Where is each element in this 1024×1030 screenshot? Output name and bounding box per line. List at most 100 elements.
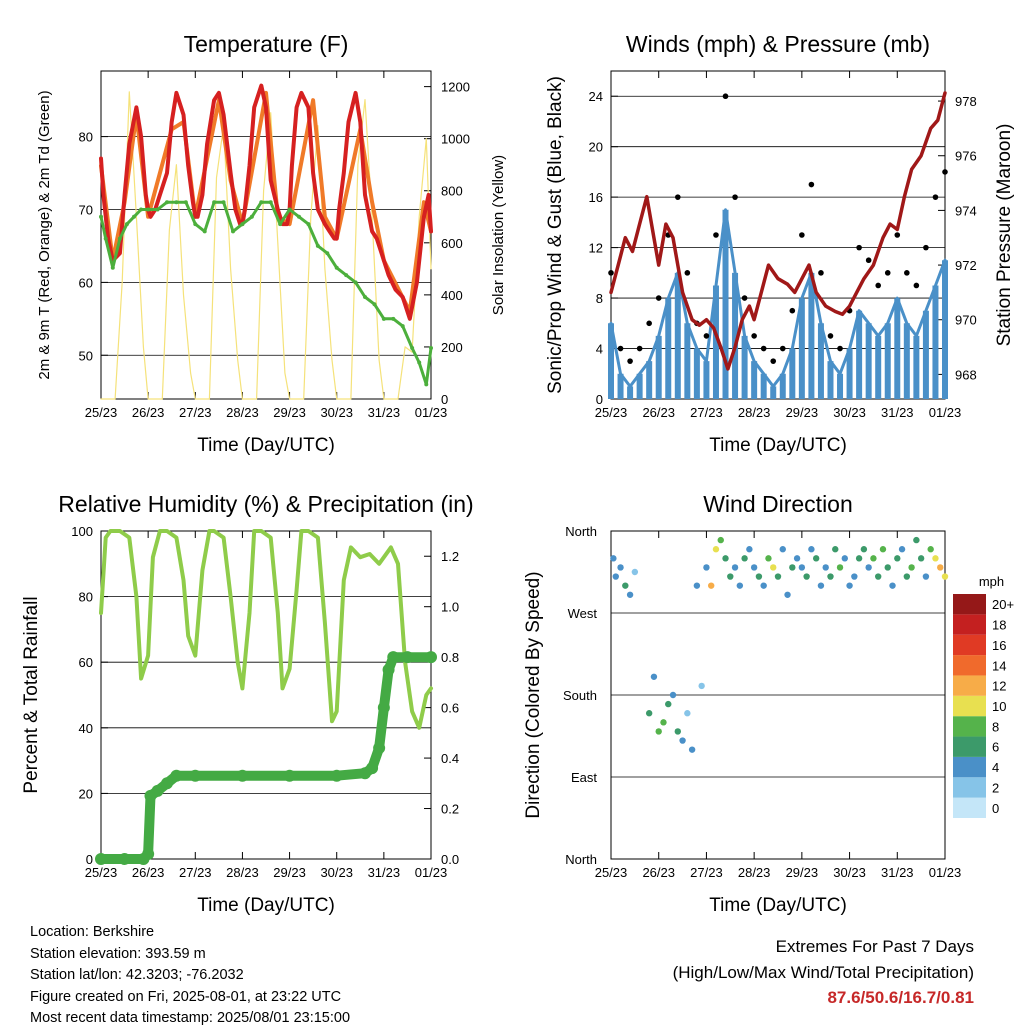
gust-point (655, 295, 662, 301)
direction-point (784, 591, 791, 598)
figure-created: Figure created on Fri, 2025-08-01, at 23… (30, 988, 342, 1005)
x-tick-label: 29/23 (273, 865, 306, 880)
t2m-line (99, 83, 433, 321)
direction-point (660, 719, 667, 726)
td2m-point (424, 382, 429, 387)
x-tick-label: 29/23 (786, 405, 819, 420)
td2m-point (353, 280, 358, 285)
colorbar-label: 0 (992, 801, 999, 816)
y-tick-label: South (563, 688, 597, 703)
colorbar-swatch (953, 777, 986, 798)
colorbar-label: 12 (992, 679, 1006, 694)
y2-tick-label: 200 (441, 340, 463, 355)
y2-tick-label: 968 (955, 367, 977, 382)
direction-point (846, 582, 853, 589)
x-axis-label: Time (Day/UTC) (709, 895, 847, 916)
precip-point (189, 769, 202, 782)
y2-tick-label: 976 (955, 149, 977, 164)
x-tick-label: 25/23 (85, 865, 118, 880)
station-elevation: Station elevation: 393.59 m (30, 945, 206, 962)
direction-point (617, 564, 624, 571)
precip-point (118, 853, 131, 865)
direction-point (674, 728, 681, 735)
data-timestamp: Most recent data timestamp: 2025/08/01 2… (30, 1010, 351, 1026)
y2-tick-label: 0.2 (441, 802, 459, 817)
x-tick-label: 01/23 (929, 865, 962, 880)
pressure-line (609, 91, 947, 371)
direction-point (669, 691, 677, 699)
extremes-values: 87.6/50.6/16.7/0.81 (827, 988, 974, 1007)
colorbar-swatch (953, 695, 986, 717)
td2m-point (297, 214, 301, 219)
precip-line (96, 652, 436, 864)
direction-point (750, 564, 758, 571)
gust-point (799, 232, 805, 238)
y2-tick-label: 400 (441, 288, 463, 303)
gust-point (646, 320, 652, 327)
direction-point (665, 700, 672, 708)
direction-point (884, 564, 891, 571)
td2m-point (400, 324, 405, 329)
x-tick-label: 26/23 (132, 405, 165, 420)
colorbar-label: 18 (992, 618, 1006, 633)
y2-axis-label: Station Pressure (Maroon) (994, 124, 1015, 347)
direction-point (650, 673, 658, 680)
station-location: Location: Berkshire (30, 924, 155, 940)
colorbar-label: 10 (992, 699, 1006, 714)
y-tick-label: 80 (79, 590, 93, 605)
gust-point (865, 257, 872, 264)
x-axis-label: Time (Day/UTC) (197, 435, 335, 456)
x-tick-label: 01/23 (415, 405, 448, 420)
direction-point (693, 582, 701, 589)
direction-point (717, 536, 724, 544)
td2m-point (202, 229, 207, 234)
direction-point (698, 682, 705, 690)
y2-tick-label: 0 (441, 392, 448, 407)
x-tick-label: 25/23 (85, 405, 118, 420)
x-tick-label: 28/23 (226, 405, 259, 420)
direction-point (655, 728, 662, 735)
td2m-point (155, 207, 160, 212)
direction-point (908, 564, 915, 571)
direction-point (712, 546, 720, 553)
colorbar-swatch (953, 736, 986, 757)
gust-point (837, 345, 843, 352)
y-axis-label: Percent & Total Rainfall (21, 596, 42, 793)
colorbar-swatch (953, 756, 986, 778)
x-tick-label: 28/23 (738, 405, 771, 420)
precip-point (377, 701, 390, 714)
x-tick-label: 26/23 (132, 865, 165, 880)
gust-point (827, 333, 834, 339)
precip-point (373, 741, 386, 754)
colorbar-label: 8 (992, 719, 999, 734)
precip-point (401, 651, 414, 664)
precip-point (366, 762, 379, 775)
station-info: Location: Berkshire Station elevation: 3… (30, 922, 350, 1030)
td2m-point (124, 222, 129, 227)
x-tick-label: 27/23 (179, 865, 212, 880)
gust-point (713, 232, 719, 238)
colorbar-label: 4 (992, 760, 999, 775)
gust-point (636, 345, 643, 352)
x-tick-label: 30/23 (833, 405, 866, 420)
precip-point (425, 651, 437, 664)
direction-point (808, 546, 815, 553)
gust-point (779, 345, 786, 352)
gust-point (923, 244, 929, 251)
y-tick-label: 60 (79, 275, 93, 290)
direction-point (827, 573, 834, 580)
extremes-subtitle: (High/Low/Max Wind/Total Precipitation) (672, 962, 974, 982)
x-tick-label: 31/23 (881, 405, 914, 420)
td2m-point (381, 316, 386, 321)
direction-point (731, 564, 739, 571)
direction-point (679, 737, 686, 744)
y2-tick-label: 0.4 (441, 751, 459, 766)
plot-frame (100, 70, 432, 400)
y-tick-label: North (565, 852, 597, 867)
precip-point (95, 853, 107, 865)
td2m-point (391, 316, 396, 321)
td2m-point (344, 273, 349, 278)
precip-point (387, 651, 400, 664)
td2m-point (325, 251, 330, 256)
